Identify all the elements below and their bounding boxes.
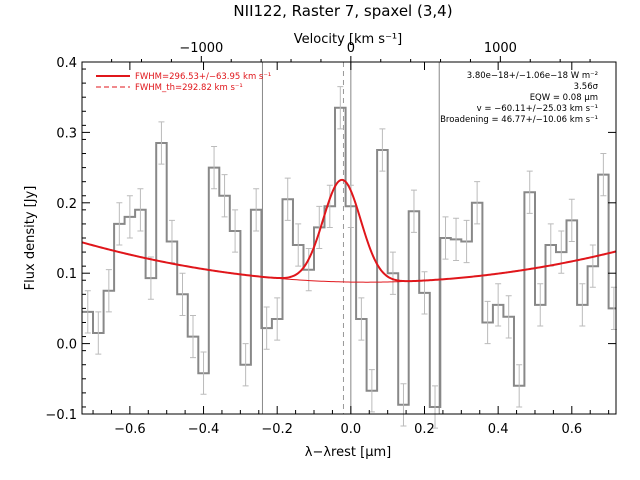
error-bar-0 (84, 290, 91, 334)
error-bar-34 (442, 216, 449, 260)
error-bar-39 (495, 283, 502, 327)
top-tick-label-2: 1000 (484, 41, 517, 56)
error-bar-9 (179, 272, 186, 316)
legend: FWHM=296.53+/−63.95 km s⁻¹ FWHM_th=292.8… (96, 72, 271, 93)
annotation-velocity: v = −60.11+/−25.03 km s⁻¹ (477, 104, 598, 114)
error-bar-26 (358, 297, 365, 341)
error-bar-42 (526, 170, 533, 214)
error-bar-31 (410, 189, 417, 233)
x-tick-label-3: 0.0 (340, 422, 361, 437)
annotation-line-flux: 3.80e−18+/−1.06e−18 W m⁻² (467, 71, 598, 81)
chart-title: NII122, Raster 7, spaxel (3,4) (233, 2, 452, 20)
legend-entry-fwhm: FWHM=296.53+/−63.95 km s⁻¹ (135, 72, 271, 82)
error-bar-19 (284, 177, 291, 221)
error-bar-48 (589, 244, 596, 288)
error-bar-30 (400, 383, 407, 427)
error-bar-46 (568, 198, 575, 243)
x-tick-label-1: −0.4 (188, 422, 220, 437)
y-tick-label-1: 0.0 (56, 338, 77, 353)
error-bar-7 (158, 121, 165, 165)
error-bar-49 (600, 153, 607, 197)
error-bar-47 (579, 283, 586, 327)
y-tick-label-0: −0.1 (45, 408, 77, 423)
error-bar-37 (474, 181, 481, 225)
x-tick-label-0: −0.6 (114, 422, 146, 437)
error-bar-22 (316, 205, 323, 250)
error-bar-1 (95, 311, 102, 355)
top-tick-label-0: −1000 (179, 41, 223, 56)
error-bar-24 (337, 86, 344, 130)
error-bar-13 (221, 174, 228, 218)
error-bar-20 (295, 223, 302, 267)
x-tick-label-4: 0.2 (414, 422, 435, 437)
legend-entry-fwhm-th: FWHM_th=292.82 km s⁻¹ (135, 83, 243, 93)
annotation-broadening: Broadening = 46.77+/−10.06 km s⁻¹ (440, 115, 598, 125)
error-bar-17 (263, 306, 270, 350)
top-tick-label-1: 0 (347, 41, 355, 56)
error-bar-38 (484, 300, 491, 345)
error-bar-40 (505, 295, 512, 339)
x-tick-label-6: 0.6 (561, 422, 582, 437)
x-tick-label-2: −0.2 (261, 422, 293, 437)
x-axis-label: λ−λrest [μm] (305, 445, 391, 460)
y-tick-label-5: 0.4 (56, 56, 77, 71)
data-step-series (82, 106, 616, 408)
error-bar-27 (368, 369, 375, 413)
error-bar-36 (463, 219, 470, 264)
continuum-line (277, 277, 425, 283)
error-bar-14 (232, 209, 239, 253)
annotation-sigma: 3.56σ (574, 82, 599, 92)
error-bar-12 (211, 145, 218, 190)
error-bar-15 (242, 343, 249, 387)
error-bar-32 (421, 271, 428, 315)
annotation-eqw: EQW = 0.08 μm (530, 93, 598, 103)
error-bar-16 (253, 188, 260, 232)
error-bar-5 (137, 188, 144, 232)
error-bar-4 (126, 195, 133, 239)
error-bar-10 (189, 314, 196, 359)
error-bar-3 (116, 202, 123, 246)
model-fit-line (81, 178, 617, 283)
error-bar-23 (326, 184, 333, 228)
error-bar-18 (274, 297, 281, 341)
y-tick-label-3: 0.2 (56, 197, 77, 212)
error-bar-41 (516, 364, 523, 408)
y-axis-label: Flux density [Jy] (23, 186, 38, 291)
error-bar-6 (147, 256, 154, 300)
error-bar-33 (432, 385, 439, 429)
error-bar-35 (453, 217, 460, 262)
error-bar-45 (558, 230, 565, 274)
error-bar-43 (537, 283, 544, 327)
error-bar-28 (379, 128, 386, 172)
error-bar-29 (389, 251, 396, 295)
error-bar-2 (105, 269, 112, 313)
x-tick-label-5: 0.4 (488, 422, 509, 437)
top-x-axis-label: Velocity [km s⁻¹] (294, 32, 402, 47)
error-bar-21 (305, 248, 312, 292)
y-tick-label-4: 0.3 (56, 126, 77, 141)
plot-area: −0.6 −0.4 −0.2 0.0 0.2 0.4 0.6 −0.1 0.0 0.1 0.2 0.3… (45, 41, 617, 437)
y-tick-label-2: 0.1 (56, 267, 77, 282)
error-bar-11 (200, 351, 207, 395)
fit-annotations: 3.80e−18+/−1.06e−18 W m⁻² 3.56σ EQW = 0.… (440, 71, 599, 125)
